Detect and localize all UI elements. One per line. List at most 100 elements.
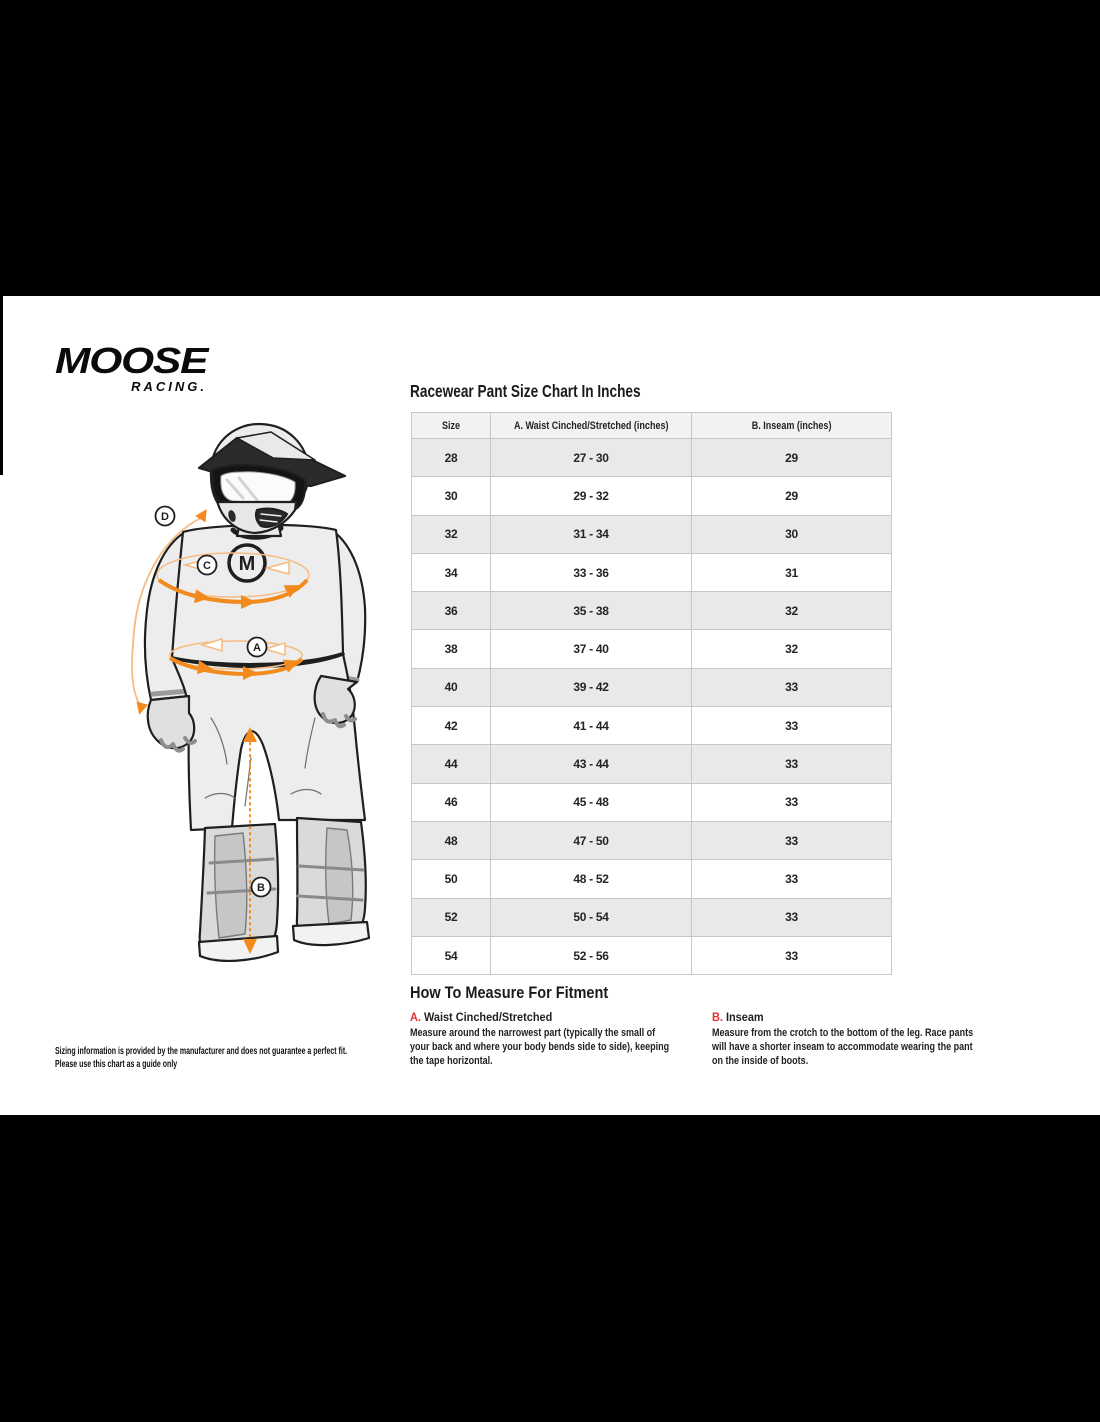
table-cell: 29 [691, 476, 892, 516]
table-cell: 27 - 30 [490, 437, 692, 478]
measure-heading-text: Waist Cinched/Stretched [423, 1012, 553, 1024]
marker-c: C [203, 560, 211, 572]
left-edge-artifact [0, 296, 3, 475]
table-cell: 36 [411, 591, 491, 631]
table-cell: 33 [691, 706, 892, 746]
marker-a: A [253, 642, 261, 654]
table-cell: 50 [411, 859, 491, 899]
inseam-line-b [243, 727, 257, 954]
text-line: your back and where your body bends side… [410, 1041, 670, 1053]
table-row: 44 43 - 44 33 [411, 744, 892, 784]
table-cell: 48 - 52 [490, 859, 692, 899]
helmet [197, 422, 347, 538]
table-cell: 33 [691, 859, 892, 899]
table-cell: 33 [691, 897, 892, 937]
table-cell: 46 [411, 782, 491, 822]
letterbox-top [0, 0, 1100, 296]
measure-letter-b: B. [712, 1012, 723, 1024]
table-row: 34 33 - 36 31 [411, 552, 892, 593]
table-body: 28 27 - 30 29 30 29 - 32 29 32 31 - 34 30 34 33 - … [411, 437, 892, 976]
table-row: 46 45 - 48 33 [411, 782, 892, 822]
text-line: will have a shorter inseam to accommodat… [712, 1041, 973, 1053]
table-row: 50 48 - 52 33 [411, 859, 892, 899]
table-header-row: Size A. Waist Cinched/Stretched (inches)… [411, 412, 892, 439]
table-cell: 52 - 56 [490, 935, 692, 976]
column-header-waist: A. Waist Cinched/Stretched (inches) [490, 412, 692, 439]
table-row: 42 41 - 44 33 [411, 706, 892, 746]
how-to-measure-title: How To Measure For Fitment [410, 984, 609, 1002]
table-cell: 35 - 38 [490, 591, 692, 631]
table-cell: 44 [411, 744, 491, 784]
rider-svg: M [131, 422, 371, 963]
column-header-size: Size [411, 412, 491, 439]
text-line: Measure around the narrowest part (typic… [410, 1027, 656, 1039]
table-cell: 32 [411, 514, 491, 554]
size-chart-title: Racewear Pant Size Chart In Inches [410, 381, 641, 401]
table-cell: 38 [411, 629, 491, 669]
table-row: 40 39 - 42 33 [411, 667, 892, 708]
table-cell: 40 [411, 667, 491, 708]
chest-ellipse-c [156, 552, 310, 609]
table-cell: 30 [411, 476, 491, 516]
size-chart-table: Size A. Waist Cinched/Stretched (inches)… [411, 412, 892, 976]
text-line: Sizing information is provided by the ma… [55, 1046, 348, 1057]
measure-heading-inseam: B. Inseam [712, 1012, 1015, 1024]
table-cell: 33 - 36 [490, 552, 692, 593]
chest-logo: M [227, 543, 267, 583]
table-cell: 52 [411, 897, 491, 937]
table-cell: 32 [691, 591, 892, 631]
column-header-inseam: B. Inseam (inches) [691, 412, 892, 439]
table-cell: 33 [691, 744, 892, 784]
table-row: 48 47 - 50 33 [411, 820, 892, 861]
table-row: 30 29 - 32 29 [411, 476, 892, 516]
table-cell: 28 [411, 437, 491, 478]
table-cell: 31 [691, 552, 892, 593]
measure-heading-waist: A. Waist Cinched/Stretched [410, 1012, 710, 1024]
table-cell: 30 [691, 514, 892, 554]
table-cell: 45 - 48 [490, 782, 692, 822]
table-row: 28 27 - 30 29 [411, 437, 892, 478]
text-line: the tape horizontal. [410, 1055, 493, 1067]
disclaimer: Sizing information is provided by the ma… [55, 1045, 347, 1071]
marker-b: B [257, 882, 265, 894]
table-row: 38 37 - 40 32 [411, 629, 892, 669]
brand-logo-racing: RACING. [131, 379, 207, 395]
marker-badges: D C A B [154, 505, 272, 898]
table-cell: 42 [411, 706, 491, 746]
text-line: on the inside of boots. [712, 1055, 809, 1067]
height-arc-d [131, 509, 207, 715]
table-cell: 34 [411, 552, 491, 593]
table-row: 32 31 - 34 30 [411, 514, 892, 554]
text-line: Please use this chart as a guide only [55, 1059, 178, 1070]
gloves [146, 674, 359, 753]
table-cell: 29 [691, 437, 892, 478]
measure-heading-text: Inseam [725, 1012, 764, 1024]
rider-illustration: M [115, 418, 405, 968]
table-cell: 37 - 40 [490, 629, 692, 669]
table-cell: 33 [691, 667, 892, 708]
table-cell: 54 [411, 935, 491, 976]
measure-body-inseam: Measure from the crotch to the bottom of… [712, 1026, 973, 1068]
table-cell: 29 - 32 [490, 476, 692, 516]
table-cell: 50 - 54 [490, 897, 692, 937]
text-line: Measure from the crotch to the bottom of… [712, 1027, 974, 1039]
boots [197, 816, 371, 963]
table-cell: 31 - 34 [490, 514, 692, 554]
table-cell: 32 [691, 629, 892, 669]
measure-letter-a: A. [410, 1012, 421, 1024]
table-cell: 43 - 44 [490, 744, 692, 784]
brand-logo: MOOSE RACING. [55, 342, 215, 395]
table-cell: 39 - 42 [490, 667, 692, 708]
chest-logo-letter: M [239, 553, 256, 575]
waist-ellipse-a [168, 637, 304, 680]
table-cell: 33 [691, 782, 892, 822]
table-cell: 41 - 44 [490, 706, 692, 746]
letterbox-bottom [0, 1115, 1100, 1422]
table-row: 36 35 - 38 32 [411, 591, 892, 631]
table-cell: 48 [411, 820, 491, 861]
brand-logo-moose: MOOSE [55, 340, 208, 381]
measure-section-waist: A. Waist Cinched/Stretched Measure aroun… [410, 1012, 726, 1068]
measure-section-inseam: B. Inseam Measure from the crotch to the… [712, 1012, 1030, 1068]
table-cell: 47 - 50 [490, 820, 692, 861]
